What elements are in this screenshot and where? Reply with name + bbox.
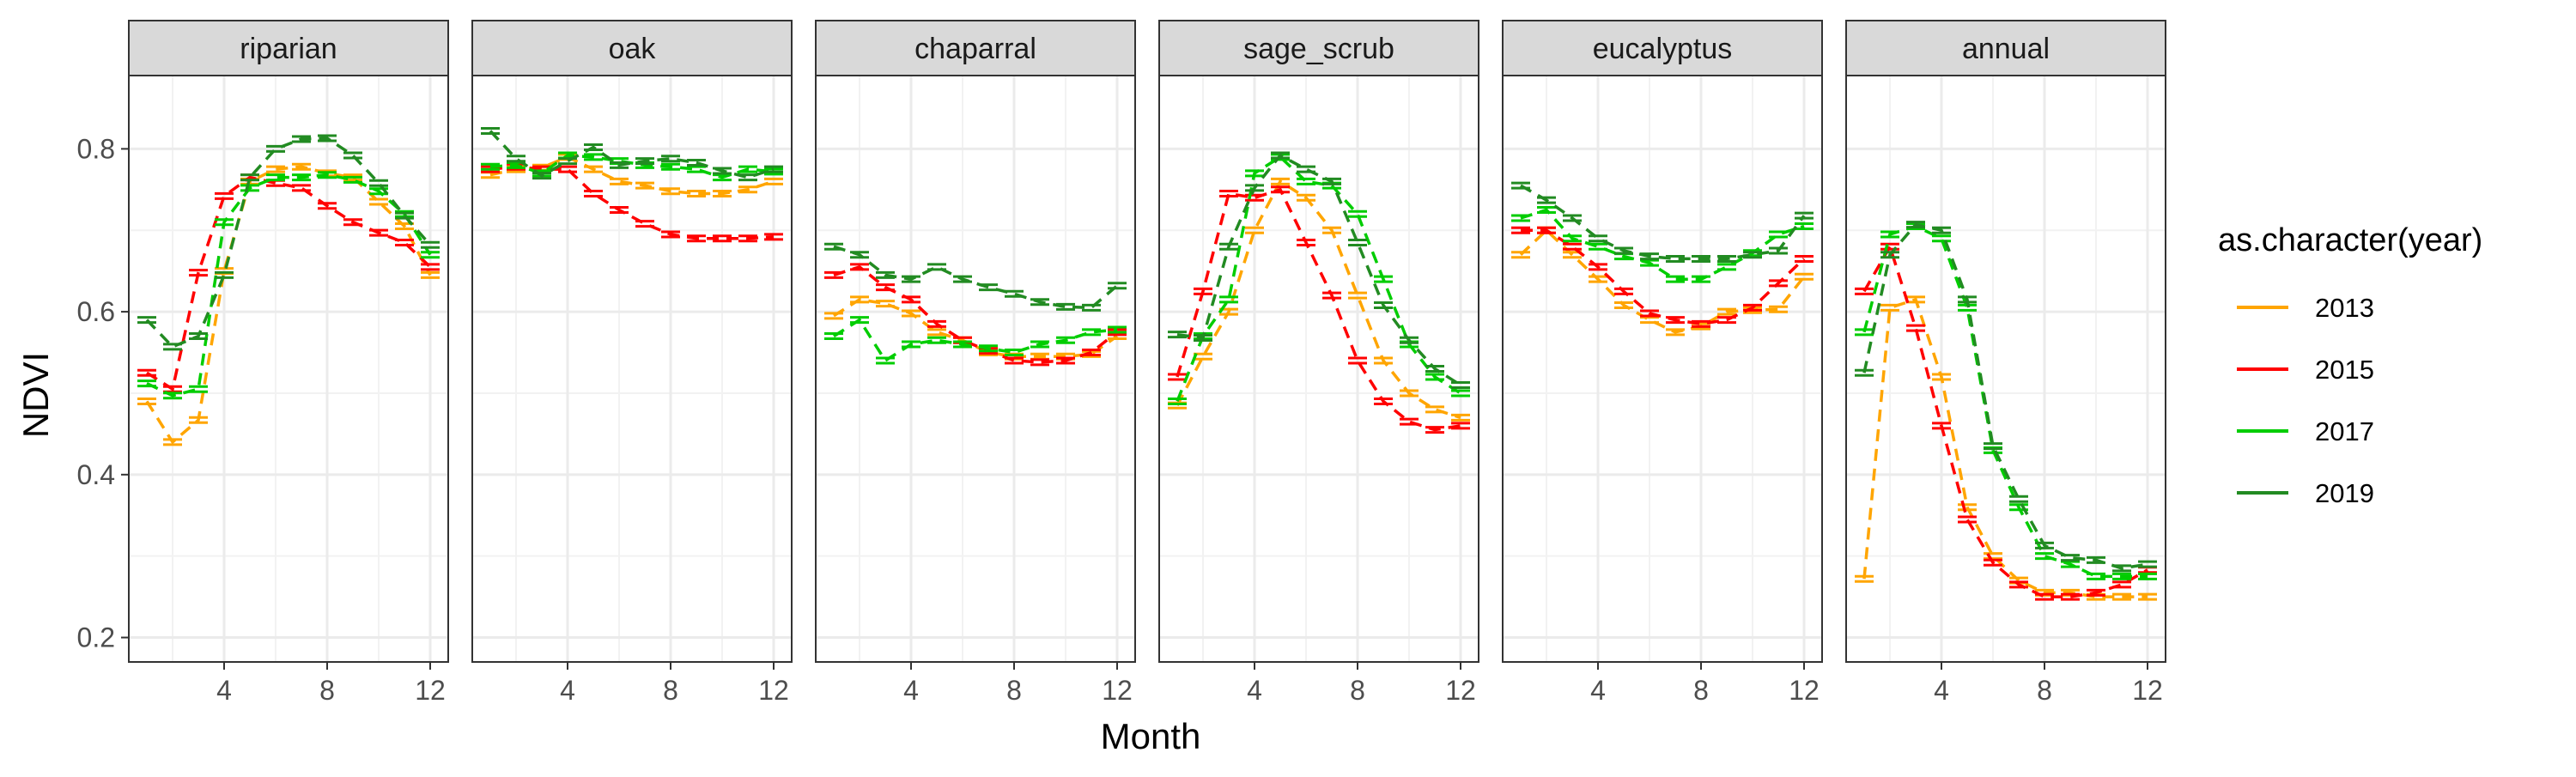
y-tick-label: 0.4 bbox=[77, 459, 115, 490]
x-tick-label: 4 bbox=[1247, 675, 1262, 706]
y-axis-title: NDVI bbox=[15, 352, 56, 438]
y-tick-label: 0.6 bbox=[77, 296, 115, 327]
plot-background bbox=[1503, 76, 1822, 662]
x-tick-label: 12 bbox=[758, 675, 789, 706]
x-tick-label: 8 bbox=[663, 675, 678, 706]
panel-strip bbox=[471, 20, 793, 76]
panel-oak: oak 4 8 12 bbox=[471, 20, 793, 706]
legend-label-2015: 2015 bbox=[2315, 355, 2374, 385]
panel-chaparral: chaparral 4 8 12 bbox=[815, 20, 1136, 706]
panel-border bbox=[1845, 75, 2166, 663]
series-line-2017 bbox=[1176, 155, 1461, 403]
x-tick-label: 8 bbox=[2037, 675, 2052, 706]
panel-strip-label: riparian bbox=[240, 33, 337, 65]
series-line-2015 bbox=[146, 175, 432, 392]
panel-annual: annual 4 8 12 bbox=[1845, 20, 2166, 706]
panel-strip bbox=[815, 20, 1136, 76]
plot-background bbox=[1159, 76, 1479, 662]
series-line-2019 bbox=[1520, 184, 1806, 261]
panel-strip-label: oak bbox=[609, 33, 657, 65]
x-tick-label: 8 bbox=[319, 675, 335, 706]
x-tick-label: 4 bbox=[560, 675, 575, 706]
x-tick-label: 12 bbox=[415, 675, 446, 706]
x-tick-label: 4 bbox=[1590, 675, 1606, 706]
x-tick-label: 4 bbox=[903, 675, 919, 706]
x-tick-label: 12 bbox=[1789, 675, 1820, 706]
series-line-2013 bbox=[145, 165, 432, 445]
y-tick-label: 0.2 bbox=[77, 622, 115, 653]
x-axis-title: Month bbox=[1101, 716, 1201, 756]
x-tick-label: 8 bbox=[1693, 675, 1709, 706]
panel-riparian: riparian 4 8 12 bbox=[128, 20, 449, 706]
legend-label-2013: 2013 bbox=[2315, 293, 2374, 323]
legend-title: as.character(year) bbox=[2218, 222, 2482, 258]
panel-border bbox=[128, 75, 449, 663]
y-tick-label: 0.8 bbox=[77, 133, 115, 164]
panel-sage_scrub: sage_scrub 4 8 12 bbox=[1158, 20, 1479, 706]
series-line-2013 bbox=[1176, 179, 1461, 420]
series-line-2015 bbox=[489, 165, 775, 240]
plot-background bbox=[129, 76, 448, 662]
x-tick-label: 12 bbox=[1445, 675, 1476, 706]
legend-label-2019: 2019 bbox=[2315, 478, 2374, 508]
plot-background bbox=[816, 76, 1135, 662]
x-tick-label: 12 bbox=[1102, 675, 1133, 706]
legend: as.character(year) 2013 2015 2017 2019 bbox=[2218, 222, 2482, 508]
panel-strip-label: chaparral bbox=[914, 33, 1036, 65]
panel-eucalyptus: eucalyptus 4 8 12 bbox=[1502, 20, 1823, 706]
panel-strip bbox=[128, 20, 449, 76]
series-line-2017 bbox=[833, 318, 1118, 363]
panel-strip-label: sage_scrub bbox=[1243, 33, 1394, 65]
panel-border bbox=[1502, 75, 1823, 663]
panel-border bbox=[815, 75, 1136, 663]
x-tick-label: 12 bbox=[2132, 675, 2163, 706]
panel-border bbox=[471, 75, 793, 663]
panel-strip-label: eucalyptus bbox=[1593, 33, 1733, 65]
panel-strip-label: annual bbox=[1962, 33, 2050, 65]
x-tick-label: 8 bbox=[1006, 675, 1022, 706]
x-tick-label: 4 bbox=[216, 675, 232, 706]
series-line-2019 bbox=[1176, 153, 1461, 386]
panel-border bbox=[1158, 75, 1479, 663]
legend-label-2017: 2017 bbox=[2315, 416, 2374, 446]
x-tick-label: 4 bbox=[1934, 675, 1949, 706]
x-tick-label: 8 bbox=[1350, 675, 1365, 706]
